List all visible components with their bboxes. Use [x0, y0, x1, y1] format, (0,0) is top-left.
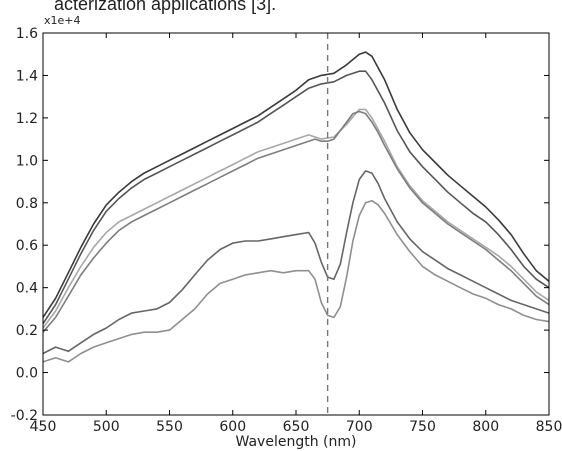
x-tick-label: 800	[472, 419, 499, 435]
x-tick-label: 850	[536, 419, 562, 435]
y-tick-label: 0.0	[16, 366, 38, 382]
series-line-6	[42, 199, 550, 363]
y-tick-label: 1.0	[16, 153, 38, 169]
x-tick-label: 650	[283, 419, 310, 435]
series-line-2	[42, 70, 550, 325]
y-tick-label: 0.2	[16, 323, 38, 339]
y-tick-label: 1.4	[16, 68, 38, 84]
plot-area	[42, 33, 550, 415]
y-offset-label: x1e+4	[44, 14, 81, 27]
x-tick-label: 500	[93, 419, 120, 435]
y-tick-label: 0.8	[16, 196, 38, 212]
series-line-3	[42, 108, 550, 329]
x-tick-label: 700	[346, 419, 373, 435]
y-tick-label: 0.4	[16, 281, 38, 297]
caption-text: acterization applications [3].	[54, 0, 277, 14]
x-tick-label: 450	[30, 419, 57, 435]
axes: 450 500 550 600 650 700 750 800 850 -0.2 0.0 0.2 0.4…	[11, 26, 562, 435]
series-line-5	[42, 170, 550, 355]
y-tick-label: 1.2	[16, 111, 38, 127]
x-tick-label: 750	[409, 419, 436, 435]
y-tick-label: -0.2	[11, 408, 38, 424]
series-line-4	[42, 110, 550, 333]
y-tick-label: 0.6	[16, 238, 38, 254]
x-tick-label: 550	[156, 419, 183, 435]
x-tick-label: 600	[219, 419, 246, 435]
y-tick-label: 1.6	[16, 26, 38, 42]
caption-fragment: acterization applications [3].	[0, 0, 562, 14]
x-axis-label: Wavelength (nm)	[236, 434, 357, 450]
series-line-1	[42, 51, 550, 318]
